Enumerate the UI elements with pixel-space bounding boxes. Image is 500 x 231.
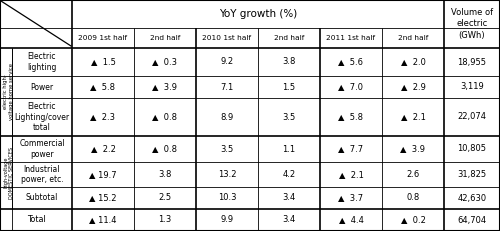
Text: ▲  5.8: ▲ 5.8 [90,82,116,91]
Text: 3.8: 3.8 [282,58,296,67]
Text: ▲  7.7: ▲ 7.7 [338,145,363,154]
Text: ▲  2.1: ▲ 2.1 [400,112,425,122]
Text: 3.4: 3.4 [282,194,296,203]
Text: ▲  0.8: ▲ 0.8 [152,112,178,122]
Text: ▲  5.6: ▲ 5.6 [338,58,363,67]
Text: 31,825: 31,825 [458,170,486,179]
Text: Demand for extra
high-voltage
DOMESTIC SERVICES: Demand for extra high-voltage DOMESTIC S… [0,146,14,199]
Text: ▲  0.3: ▲ 0.3 [152,58,178,67]
Text: Subtotal: Subtotal [26,194,58,203]
Text: ▲  0.8: ▲ 0.8 [152,145,178,154]
Text: 2nd half: 2nd half [274,35,304,41]
Text: 22,074: 22,074 [458,112,486,122]
Text: ▲  5.8: ▲ 5.8 [338,112,363,122]
Text: 64,704: 64,704 [458,216,486,225]
Text: Electric
lighting: Electric lighting [28,52,56,72]
Text: ▲  3.9: ▲ 3.9 [400,145,425,154]
Text: ▲ 15.2: ▲ 15.2 [89,194,117,203]
Text: 18,955: 18,955 [458,58,486,67]
Text: ▲  2.1: ▲ 2.1 [338,170,363,179]
Text: ▲  4.4: ▲ 4.4 [338,216,363,225]
Text: 1.5: 1.5 [282,82,296,91]
Text: 1.1: 1.1 [282,145,296,154]
Text: 1.3: 1.3 [158,216,172,225]
Text: 3.4: 3.4 [282,216,296,225]
Text: 2010 1st half: 2010 1st half [202,35,252,41]
Text: 42,630: 42,630 [458,194,486,203]
Text: 3.5: 3.5 [220,145,234,154]
Text: 2.5: 2.5 [158,194,172,203]
Text: ▲  3.7: ▲ 3.7 [338,194,363,203]
Text: 2009 1st half: 2009 1st half [78,35,128,41]
Text: 9.2: 9.2 [220,58,234,67]
Text: 3,119: 3,119 [460,82,484,91]
Text: Electric
Lighting/cover
total: Electric Lighting/cover total [14,102,70,132]
Text: 9.9: 9.9 [220,216,234,225]
Text: Industrial
power, etc.: Industrial power, etc. [20,165,64,184]
Text: ▲  2.3: ▲ 2.3 [90,112,116,122]
Text: ▲  2.0: ▲ 2.0 [400,58,425,67]
Text: 4.2: 4.2 [282,170,296,179]
Text: 2011 1st half: 2011 1st half [326,35,376,41]
Text: 7.1: 7.1 [220,82,234,91]
Text: 2.6: 2.6 [406,170,420,179]
Text: 0.8: 0.8 [406,194,420,203]
Text: Total: Total [26,216,46,225]
Text: 3.8: 3.8 [158,170,172,179]
Text: ▲  2.2: ▲ 2.2 [90,145,116,154]
Text: YoY growth (%): YoY growth (%) [219,9,297,19]
Text: Volume of
electric
(GWh): Volume of electric (GWh) [451,8,493,40]
Text: ▲  0.2: ▲ 0.2 [400,216,425,225]
Text: 10.3: 10.3 [218,194,236,203]
Text: 2nd half: 2nd half [150,35,180,41]
Text: 8.9: 8.9 [220,112,234,122]
Text: 10,805: 10,805 [458,145,486,154]
Text: Power: Power [30,82,54,91]
Text: Commercial
power: Commercial power [19,139,65,159]
Text: 3.5: 3.5 [282,112,296,122]
Text: ▲  7.0: ▲ 7.0 [338,82,363,91]
Text: ▲ 11.4: ▲ 11.4 [89,216,117,225]
Text: ▲  3.9: ▲ 3.9 [152,82,178,91]
Text: 2nd half: 2nd half [398,35,428,41]
Text: ▲  1.5: ▲ 1.5 [90,58,116,67]
Text: Demand for due to
electric high-
voltage home service: Demand for due to electric high- voltage… [0,64,14,121]
Text: ▲ 19.7: ▲ 19.7 [89,170,117,179]
Text: 13.2: 13.2 [218,170,236,179]
Text: ▲  2.9: ▲ 2.9 [400,82,425,91]
